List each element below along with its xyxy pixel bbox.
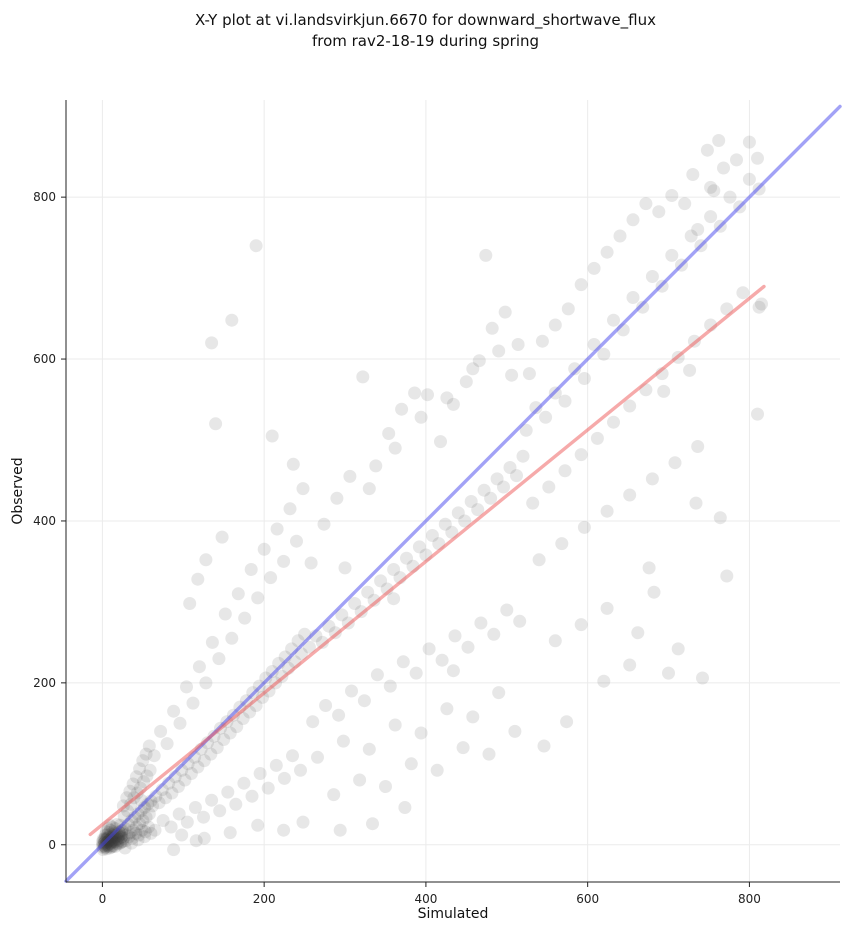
svg-text:400: 400 (414, 892, 437, 906)
svg-text:600: 600 (576, 892, 599, 906)
svg-text:200: 200 (33, 676, 56, 690)
y-axis-label: Observed (10, 457, 26, 525)
svg-text:400: 400 (33, 514, 56, 528)
chart-title: X-Y plot at vi.landsvirkjun.6670 for dow… (0, 10, 851, 52)
svg-text:800: 800 (33, 190, 56, 204)
chart-title-line-1: X-Y plot at vi.landsvirkjun.6670 for dow… (195, 11, 656, 29)
svg-text:800: 800 (738, 892, 761, 906)
svg-text:0: 0 (99, 892, 107, 906)
chart-title-line-2: from rav2-18-19 during spring (311, 32, 540, 50)
x-axis-label: Simulated (417, 906, 489, 922)
svg-text:0: 0 (48, 838, 56, 852)
svg-text:600: 600 (33, 352, 56, 366)
svg-text:200: 200 (253, 892, 276, 906)
